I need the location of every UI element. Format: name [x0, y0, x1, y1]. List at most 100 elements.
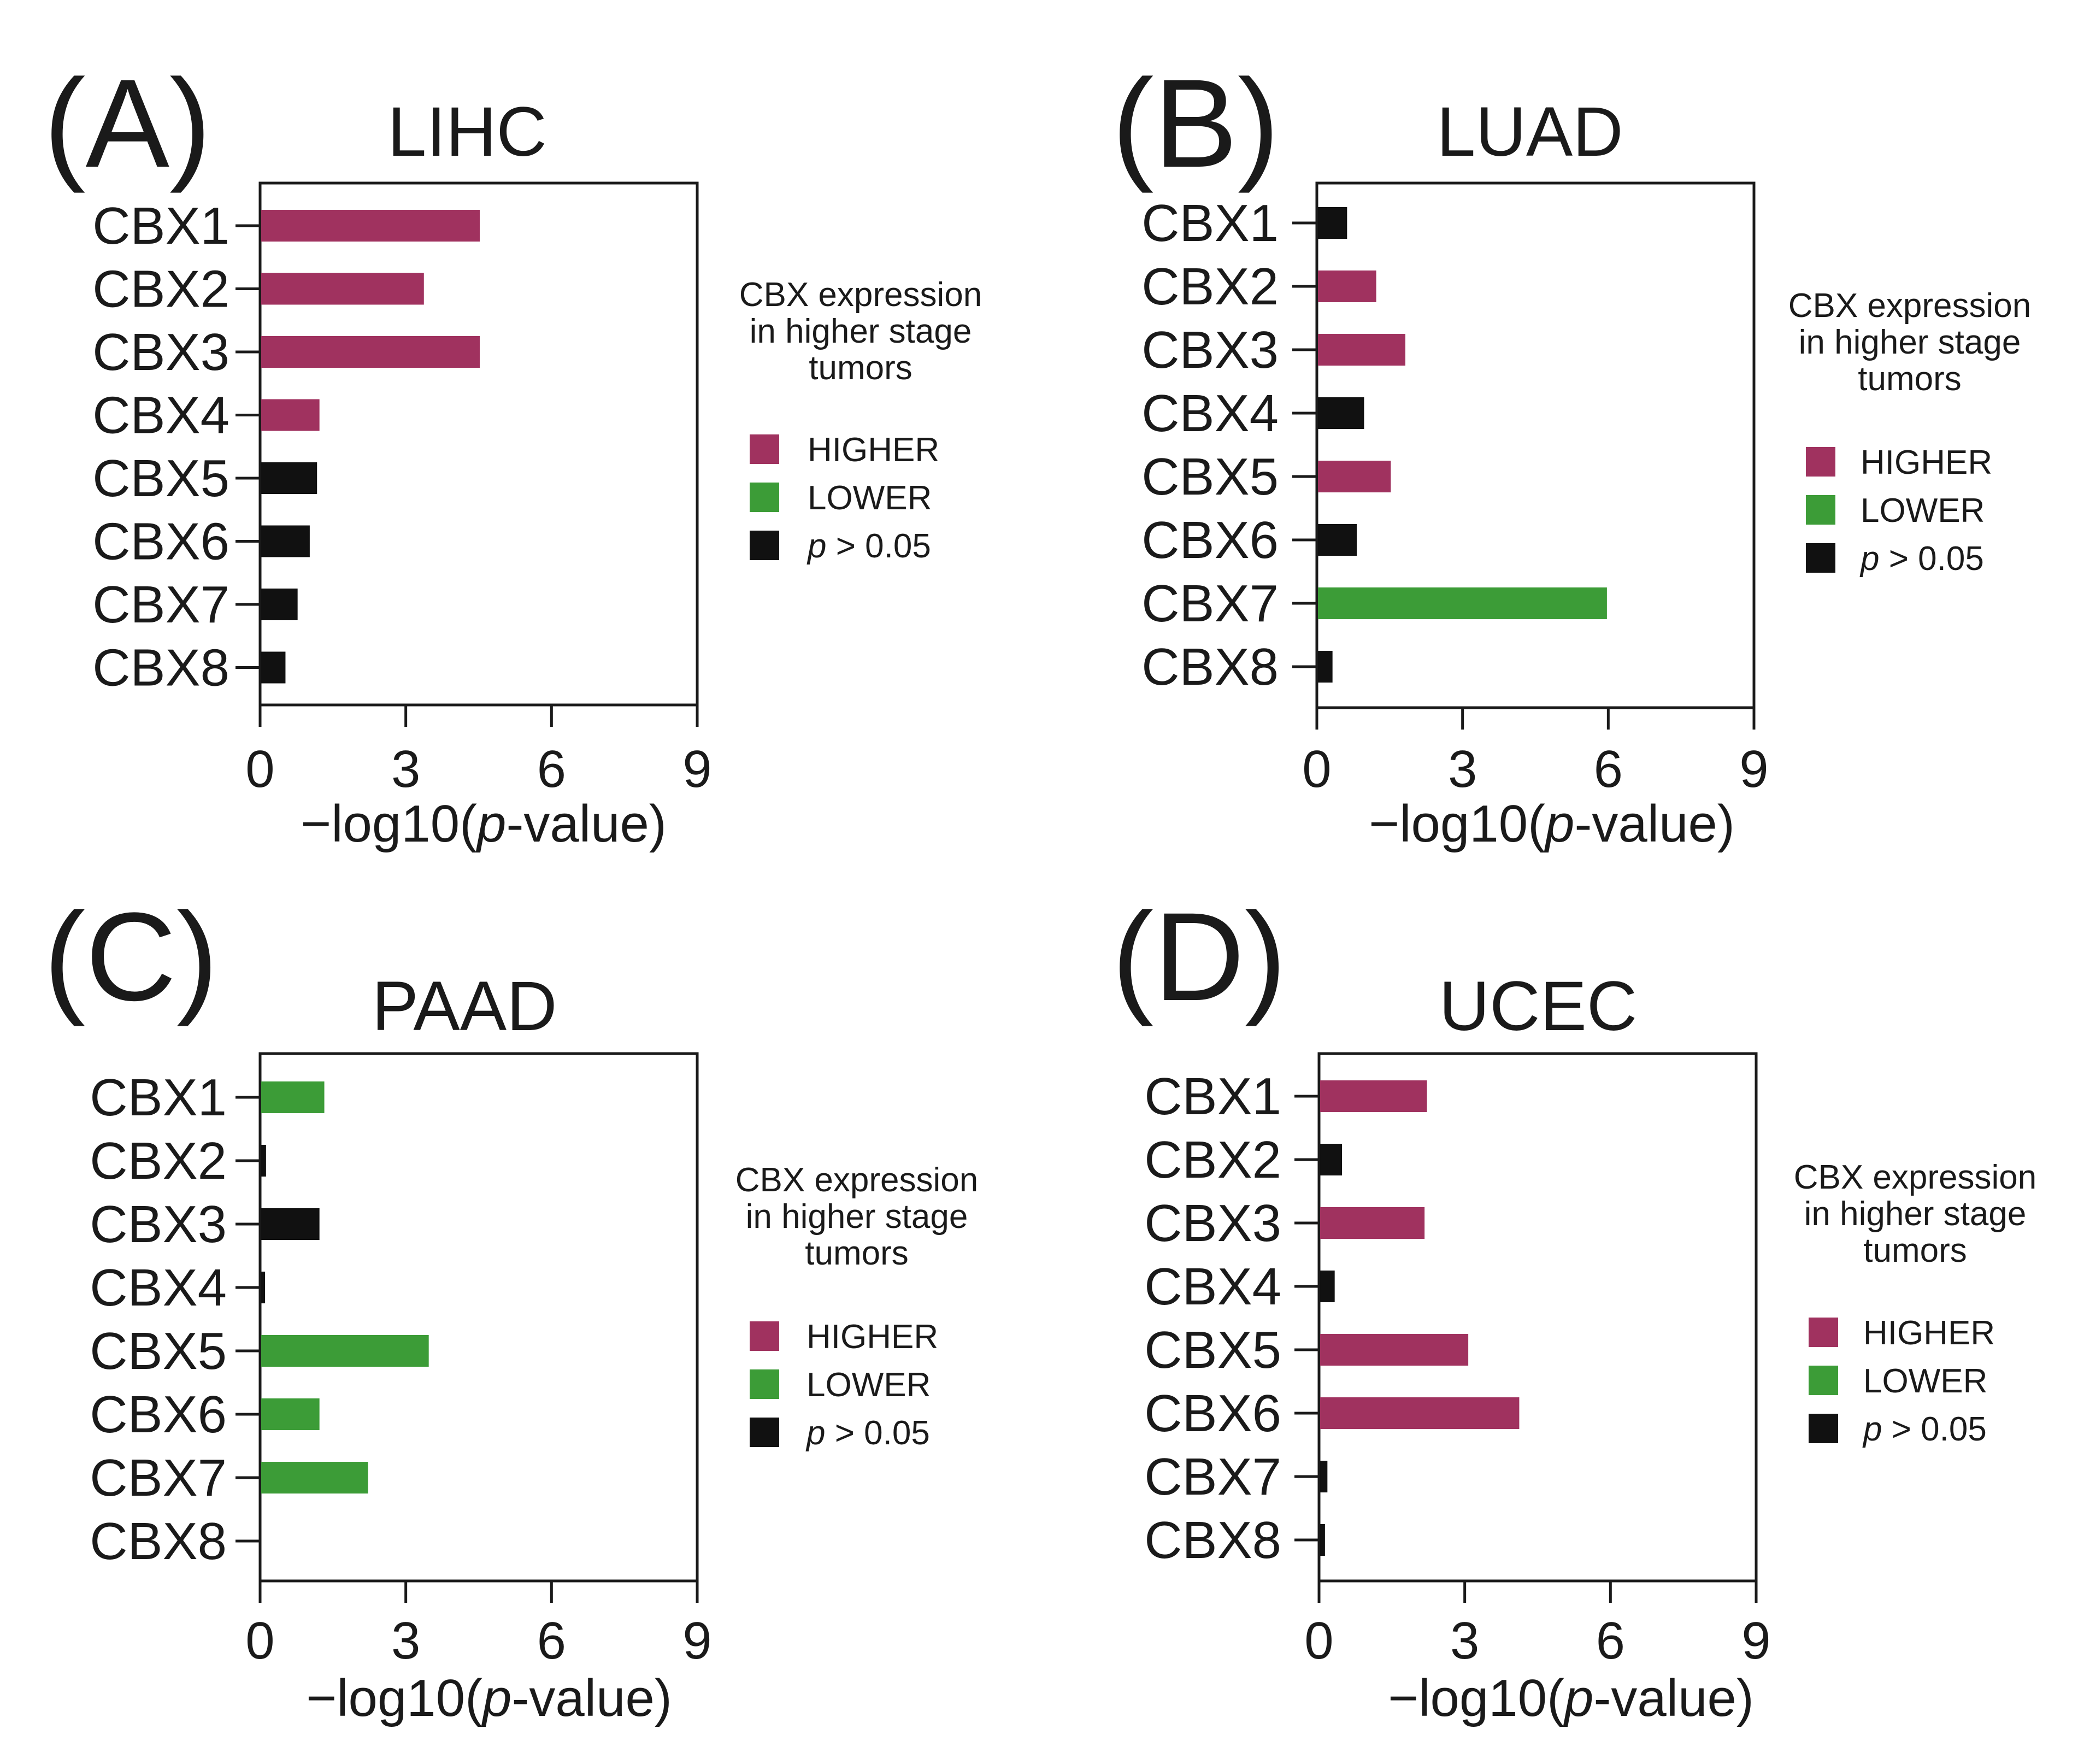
legend-heading-line: tumors: [1863, 1232, 1967, 1269]
y-tick-label: CBX2: [92, 260, 229, 319]
legend-swatch-ns: [750, 531, 779, 560]
x-axis-label: −log10(p-value): [1369, 795, 1735, 853]
y-tick-label: CBX7: [1141, 574, 1279, 633]
y-tick-label: CBX1: [90, 1068, 227, 1127]
legend-label-text: HIGHER: [806, 1318, 938, 1356]
bar-cbx4: [261, 1272, 266, 1303]
legend-label-text: HIGHER: [1863, 1314, 1995, 1352]
bar-cbx4: [1320, 1271, 1335, 1302]
bar-cbx8: [1318, 651, 1333, 683]
bar-cbx7: [1320, 1461, 1328, 1492]
x-axis-label-part: −log10(: [1388, 1669, 1564, 1727]
legend-heading-line: CBX expression: [735, 1161, 979, 1199]
legend-label-higher: HIGHER: [808, 431, 939, 469]
x-axis-label: −log10(p-value): [301, 795, 667, 853]
y-tick-label: CBX6: [1141, 511, 1279, 569]
legend-swatch-higher: [750, 1321, 779, 1351]
plot-frame: [258, 1052, 699, 1583]
legend-swatch-lower: [750, 1369, 779, 1399]
legend-heading-line: in higher stage: [1799, 324, 2021, 361]
bar-cbx6: [261, 1398, 320, 1430]
legend-heading-line: tumors: [805, 1234, 908, 1272]
bar-cbx4: [1318, 397, 1364, 429]
y-tick-label: CBX2: [1144, 1131, 1281, 1189]
y-tick-label: CBX8: [1141, 638, 1279, 696]
legend-label-text: HIGHER: [1861, 444, 1992, 481]
bar-cbx3: [261, 336, 480, 368]
bar-cbx8: [1320, 1524, 1325, 1556]
bar-cbx3: [1318, 334, 1405, 366]
y-tick-label: CBX1: [92, 197, 229, 255]
legend-label-italic: p: [805, 1414, 825, 1452]
bar-cbx8: [261, 651, 286, 684]
bar-cbx2: [261, 1145, 266, 1177]
bar-cbx5: [261, 1335, 429, 1367]
bar-cbx2: [1318, 271, 1376, 302]
y-tick-label: CBX3: [90, 1195, 227, 1254]
y-tick-label: CBX5: [1144, 1321, 1281, 1379]
x-tick-label: 0: [245, 740, 274, 798]
plot-frame: [258, 181, 699, 707]
legend-label-text: HIGHER: [808, 431, 939, 469]
y-tick-label: CBX7: [92, 575, 229, 634]
y-tick-label: CBX3: [92, 323, 229, 381]
x-tick-label: 0: [1304, 1612, 1333, 1670]
bar-cbx7: [1318, 587, 1607, 619]
x-axis-label-part: p: [481, 1669, 511, 1727]
x-tick-label: 6: [537, 1612, 566, 1670]
legend-label-ns: p > 0.05: [805, 1414, 930, 1452]
legend-heading-line: in higher stage: [746, 1198, 968, 1236]
chart-title: LIHC: [387, 93, 547, 171]
legend-swatch-higher: [750, 434, 779, 464]
panel-label: (D): [1112, 886, 1286, 1027]
legend-label-higher: HIGHER: [1861, 444, 1992, 481]
x-axis-label-part: p: [1563, 1669, 1593, 1727]
bar-cbx2: [1320, 1144, 1342, 1175]
bar-cbx3: [261, 1208, 320, 1240]
x-axis-label: −log10(p-value): [306, 1669, 672, 1727]
y-tick-label: CBX5: [90, 1322, 227, 1380]
legend-heading-line: tumors: [1858, 360, 1961, 398]
legend-heading-line: CBX expression: [739, 276, 982, 314]
x-tick-label: 9: [682, 1612, 711, 1670]
legend-label-text: > 0.05: [826, 527, 931, 565]
x-axis-label-part: -value): [1574, 795, 1734, 853]
y-tick-label: CBX3: [1141, 321, 1279, 379]
y-tick-label: CBX7: [1144, 1448, 1281, 1506]
x-axis-label-part: -value): [511, 1669, 672, 1727]
x-tick-label: 3: [1448, 740, 1477, 798]
legend-swatch-lower: [750, 483, 779, 512]
x-axis-label-part: −log10(: [1369, 795, 1545, 853]
x-tick-label: 3: [391, 740, 420, 798]
y-tick-label: CBX8: [90, 1512, 227, 1571]
legend-label-text: > 0.05: [1882, 1410, 1986, 1448]
legend-label-ns: p > 0.05: [1859, 540, 1984, 578]
y-tick-label: CBX7: [90, 1449, 227, 1507]
y-tick-label: CBX2: [1141, 257, 1279, 316]
x-tick-label: 3: [1450, 1612, 1479, 1670]
legend-label-text: LOWER: [808, 479, 932, 517]
legend-heading-line: tumors: [809, 349, 912, 387]
bar-cbx2: [261, 273, 424, 305]
x-axis-label-part: -value): [506, 795, 666, 853]
legend-heading-line: in higher stage: [1804, 1195, 2027, 1233]
y-tick-label: CBX1: [1144, 1067, 1281, 1126]
y-tick-label: CBX8: [92, 639, 229, 697]
legend-label-ns: p > 0.05: [1862, 1410, 1987, 1448]
legend-label-italic: p: [1862, 1410, 1882, 1448]
bar-cbx1: [261, 1081, 325, 1113]
panel-label: (B): [1112, 53, 1280, 193]
legend-swatch-higher: [1806, 447, 1835, 477]
y-tick-label: CBX2: [90, 1132, 227, 1190]
bar-cbx6: [261, 525, 310, 557]
bar-cbx5: [1318, 461, 1391, 492]
legend-label-lower: LOWER: [806, 1366, 931, 1404]
y-tick-label: CBX5: [1141, 448, 1279, 506]
panel-label: (A): [44, 53, 211, 193]
